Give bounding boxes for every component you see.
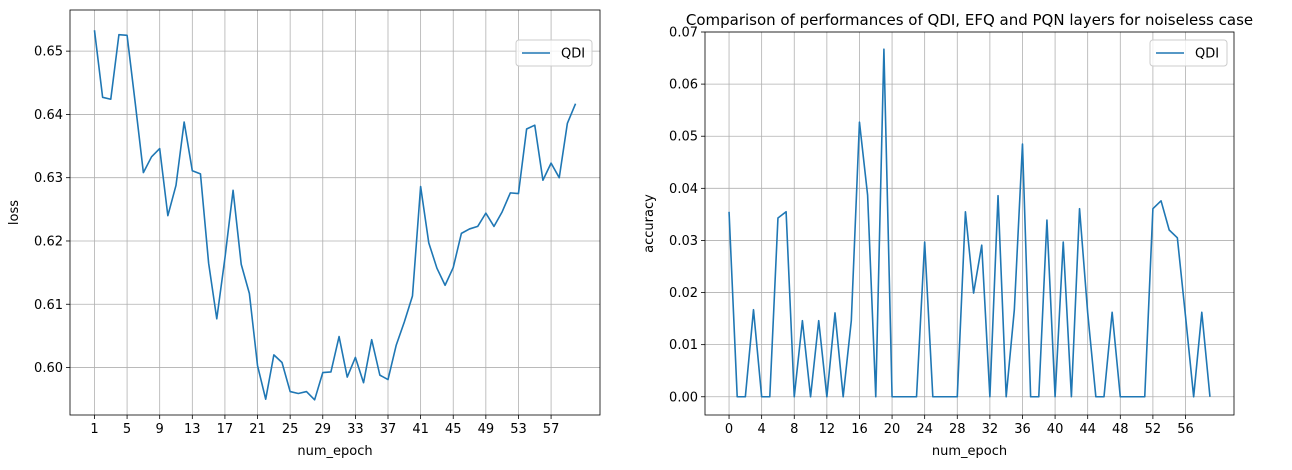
legend-label: QDI (1195, 47, 1219, 62)
accuracy-chart-panel: 0 4 8 12 16 20 24 28 32 36 40 44 48 52 560.000.010.020… (642, 11, 1253, 459)
x-tick-label: 36 (1014, 422, 1031, 437)
legend-label: QDI (561, 47, 585, 62)
y-tick-label: 0.60 (34, 361, 63, 376)
x-tick-label: 32 (982, 422, 999, 437)
y-tick-label: 0.06 (669, 78, 698, 93)
x-tick-label: 44 (1079, 422, 1096, 437)
y-tick-label: 0.03 (669, 234, 698, 249)
series-line-qdi (93, 30, 577, 401)
y-tick-label: 0.05 (669, 130, 698, 145)
legend-box (1149, 39, 1228, 67)
y-axis-label: loss (7, 200, 22, 225)
x-tick-label: 1 (90, 422, 98, 437)
plot-frame (69, 9, 601, 416)
x-tick-label: 49 (478, 422, 495, 437)
y-tick-label: 0.01 (669, 338, 698, 353)
plot-frame (704, 31, 1235, 416)
series-line-qdi (728, 48, 1211, 398)
x-tick-label: 20 (884, 422, 901, 437)
y-tick-label: 0.04 (669, 182, 698, 197)
y-axis-label: accuracy (642, 194, 657, 253)
x-axis-label: num_epoch (297, 444, 372, 459)
x-tick-label: 52 (1145, 422, 1162, 437)
y-tick-label: 0.00 (669, 390, 698, 405)
y-tick-label: 0.62 (34, 234, 63, 249)
y-tick-label: 0.02 (669, 286, 698, 301)
loss-chart-panel: 1 5 9 13 17 21 25 29 33 37 41 45 49 53 57 0.60 0.61 0.62 0… (7, 9, 601, 459)
x-tick-label: 24 (916, 422, 933, 437)
x-tick-label: 9 (156, 422, 164, 437)
x-tick-label: 37 (380, 422, 397, 437)
chart-title: Comparison of performances of QDI, EFQ a… (686, 11, 1253, 29)
x-tick-label: 33 (347, 422, 364, 437)
x-tick-label: 28 (949, 422, 966, 437)
y-tick-label: 0.64 (34, 108, 63, 123)
x-tick-label: 40 (1047, 422, 1064, 437)
x-tick-label: 25 (282, 422, 299, 437)
x-tick-label: 45 (445, 422, 462, 437)
x-tick-label: 8 (790, 422, 798, 437)
x-tick-label: 21 (249, 422, 266, 437)
x-tick-label: 4 (758, 422, 766, 437)
x-tick-label: 41 (412, 422, 429, 437)
x-tick-label: 17 (217, 422, 234, 437)
legend-box (515, 39, 593, 67)
y-tick-label: 0.65 (34, 45, 63, 60)
x-tick-label: 13 (184, 422, 201, 437)
x-tick-label: 48 (1112, 422, 1129, 437)
x-tick-label: 57 (543, 422, 560, 437)
x-tick-label: 0 (725, 422, 733, 437)
x-tick-label: 16 (851, 422, 868, 437)
x-axis-label: num_epoch (932, 444, 1007, 459)
x-tick-label: 29 (314, 422, 331, 437)
x-tick-label: 56 (1177, 422, 1194, 437)
y-tick-label: 0.63 (34, 171, 63, 186)
x-tick-label: 53 (510, 422, 527, 437)
y-tick-label: 0.07 (669, 26, 698, 41)
y-tick-label: 0.61 (34, 298, 63, 313)
x-tick-label: 5 (123, 422, 131, 437)
x-tick-label: 12 (819, 422, 836, 437)
